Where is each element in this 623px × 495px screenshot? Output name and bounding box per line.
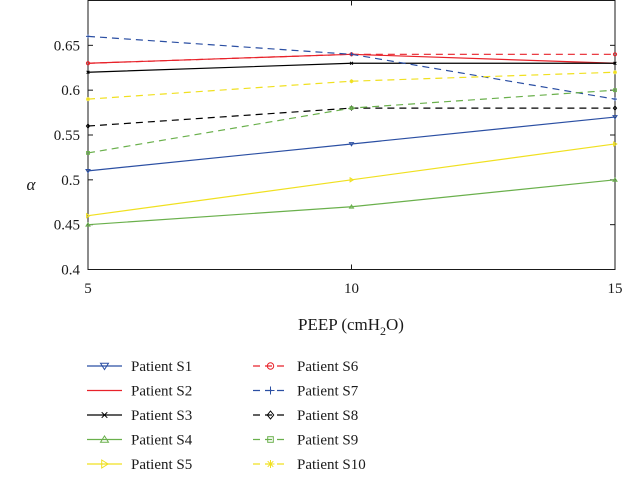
x-axis-ticks: 5 10 15 bbox=[84, 0, 623, 297]
legend-marker bbox=[266, 362, 275, 370]
plot-area-frame bbox=[87, 0, 616, 270]
legend-label: Patient S4 bbox=[131, 433, 193, 449]
x-axis-label: PEEP (cmH2O) bbox=[298, 315, 404, 338]
data-point bbox=[613, 88, 617, 93]
legend-item: Patient S7 bbox=[253, 384, 359, 400]
legend-item: Patient S3 bbox=[87, 408, 192, 424]
data-point bbox=[86, 97, 90, 102]
legend-label: Patient S9 bbox=[297, 433, 358, 449]
legend-label: Patient S10 bbox=[297, 457, 366, 473]
series-1 bbox=[85, 115, 618, 174]
series-line bbox=[87, 143, 616, 217]
legend-marker bbox=[266, 386, 275, 395]
data-point bbox=[612, 177, 618, 182]
x-tick-label: 5 bbox=[84, 281, 92, 297]
data-point bbox=[86, 212, 91, 219]
legend-label: Patient S7 bbox=[297, 384, 359, 400]
legend-item: Patient S8 bbox=[253, 408, 358, 424]
data-point bbox=[349, 106, 354, 110]
series-line bbox=[87, 71, 616, 100]
legend-label: Patient S1 bbox=[131, 359, 192, 375]
data-point bbox=[85, 123, 91, 129]
x-tick-label: 15 bbox=[608, 281, 623, 297]
legend-marker bbox=[99, 362, 110, 371]
data-point bbox=[349, 176, 355, 183]
data-point bbox=[612, 105, 618, 111]
legend-label: Patient S3 bbox=[131, 408, 192, 424]
series-line bbox=[87, 179, 616, 226]
legend-item: Patient S10 bbox=[253, 457, 366, 473]
series-9 bbox=[86, 88, 617, 155]
data-point bbox=[613, 70, 617, 75]
series-3 bbox=[86, 61, 617, 74]
x-tick-label: 10 bbox=[344, 281, 359, 297]
data-point bbox=[613, 97, 617, 102]
series-line bbox=[87, 89, 616, 154]
series-7 bbox=[86, 34, 617, 102]
series-layer bbox=[85, 34, 618, 227]
legend: Patient S1 Patient S2 Patient S3 Patient S4… bbox=[87, 359, 366, 473]
legend-label: Patient S2 bbox=[131, 384, 192, 400]
data-point bbox=[85, 168, 91, 174]
legend-marker bbox=[266, 460, 275, 468]
data-point bbox=[86, 70, 90, 74]
series-10 bbox=[86, 70, 617, 102]
x-axis-label-subscript: 2 bbox=[380, 324, 386, 338]
x-axis-label-main: PEEP (cmH bbox=[298, 315, 380, 334]
legend-item: Patient S6 bbox=[253, 359, 359, 375]
data-point bbox=[86, 34, 90, 39]
data-point bbox=[612, 52, 618, 57]
data-point bbox=[85, 61, 91, 66]
series-line bbox=[87, 35, 616, 100]
y-axis-label: α bbox=[27, 175, 37, 194]
y-tick-label: 0.45 bbox=[54, 218, 80, 234]
data-point bbox=[349, 61, 354, 66]
legend-marker bbox=[101, 411, 108, 419]
y-axis-ticks: 0.4 0.45 0.5 0.55 0.6 0.65 bbox=[54, 38, 615, 279]
data-point bbox=[612, 115, 618, 120]
legend-marker bbox=[266, 410, 275, 420]
series-line bbox=[87, 62, 615, 73]
data-point bbox=[349, 79, 354, 84]
y-tick-label: 0.65 bbox=[54, 38, 80, 54]
series-4 bbox=[85, 177, 618, 227]
legend-label: Patient S6 bbox=[297, 359, 359, 375]
x-axis-label-end: O) bbox=[386, 315, 404, 334]
data-point bbox=[86, 151, 90, 155]
data-point bbox=[348, 142, 355, 147]
legend-marker bbox=[101, 459, 110, 469]
legend-label: Patient S8 bbox=[297, 408, 358, 424]
legend-item: Patient S5 bbox=[87, 457, 192, 473]
legend-marker bbox=[267, 436, 274, 443]
legend-label: Patient S5 bbox=[131, 457, 192, 473]
legend-item: Patient S1 bbox=[87, 359, 192, 375]
legend-item: Patient S2 bbox=[87, 384, 192, 400]
series-line bbox=[87, 116, 616, 172]
series-line bbox=[87, 53, 615, 64]
y-tick-label: 0.55 bbox=[54, 128, 80, 144]
data-point bbox=[349, 52, 354, 57]
legend-marker bbox=[99, 434, 110, 443]
y-tick-label: 0.5 bbox=[61, 173, 80, 189]
series-5 bbox=[86, 141, 618, 219]
legend-item: Patient S9 bbox=[253, 433, 358, 449]
legend-item: Patient S4 bbox=[87, 433, 193, 449]
y-tick-label: 0.4 bbox=[61, 263, 80, 279]
data-point bbox=[85, 221, 91, 227]
data-point bbox=[348, 203, 355, 209]
y-tick-label: 0.6 bbox=[61, 83, 80, 99]
data-point bbox=[613, 141, 618, 147]
data-point bbox=[613, 61, 617, 66]
